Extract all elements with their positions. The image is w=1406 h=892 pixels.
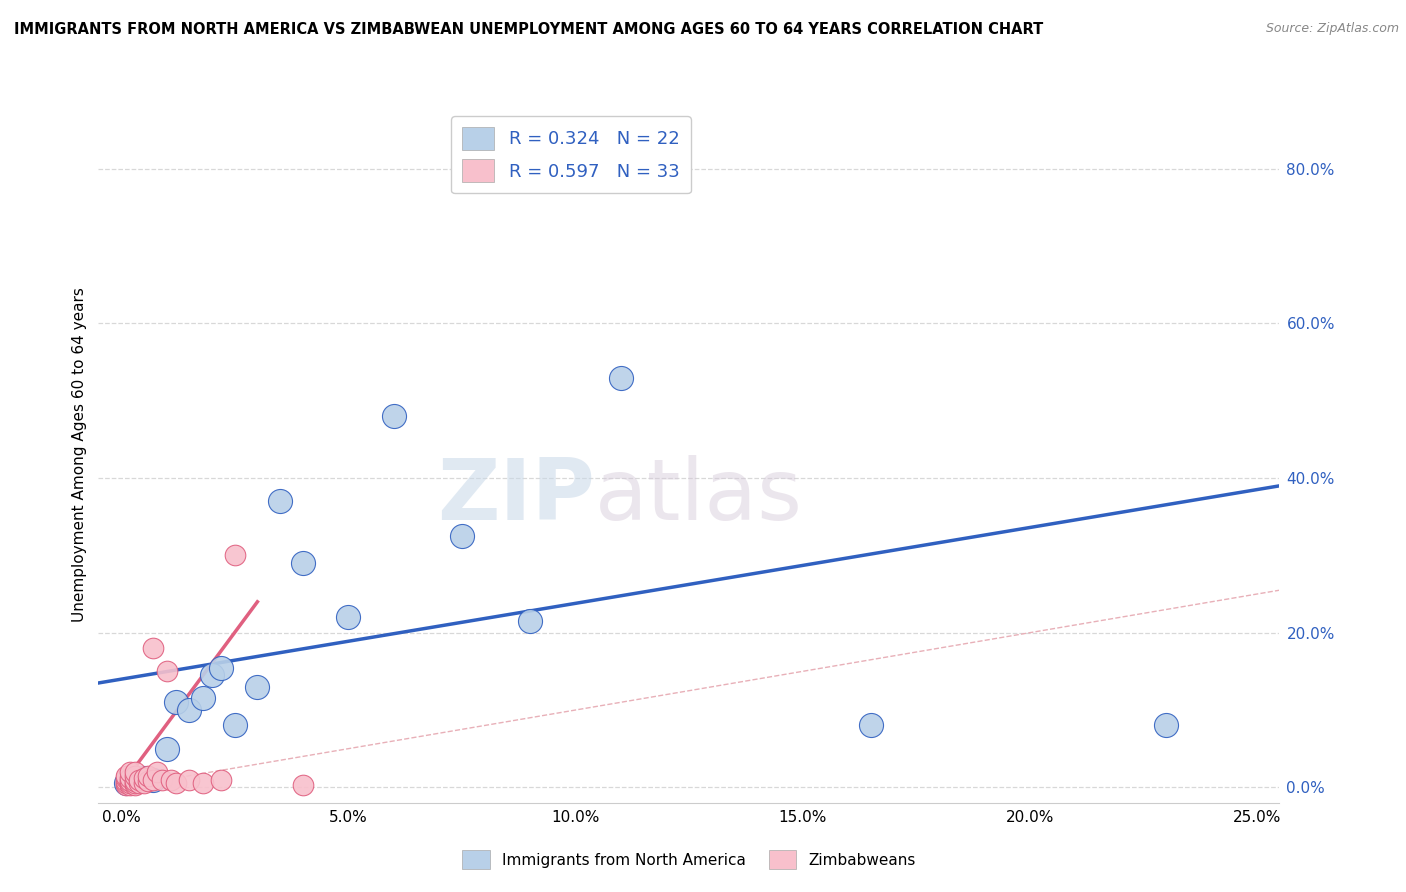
- Point: [120, 776, 142, 790]
- Point: [128, 776, 150, 790]
- Point: [114, 771, 136, 785]
- Point: [610, 370, 633, 384]
- Point: [859, 718, 882, 732]
- Point: [114, 774, 136, 789]
- Y-axis label: Unemployment Among Ages 60 to 64 years: Unemployment Among Ages 60 to 64 years: [72, 287, 87, 623]
- Point: [160, 772, 183, 787]
- Point: [209, 660, 232, 674]
- Point: [124, 769, 146, 783]
- Point: [150, 772, 173, 787]
- Point: [165, 776, 187, 790]
- Point: [128, 772, 150, 787]
- Point: [138, 769, 160, 783]
- Point: [155, 741, 177, 756]
- Point: [120, 771, 142, 785]
- Point: [1154, 718, 1177, 732]
- Point: [132, 771, 155, 785]
- Point: [246, 680, 269, 694]
- Point: [120, 772, 142, 787]
- Text: ZIP: ZIP: [437, 455, 595, 538]
- Point: [179, 772, 201, 787]
- Point: [155, 665, 177, 679]
- Point: [124, 764, 146, 779]
- Point: [132, 776, 155, 790]
- Point: [120, 774, 142, 789]
- Point: [114, 776, 136, 790]
- Point: [291, 556, 314, 570]
- Point: [124, 774, 146, 789]
- Point: [209, 772, 232, 787]
- Point: [191, 691, 214, 706]
- Point: [519, 614, 541, 628]
- Point: [291, 778, 314, 792]
- Point: [382, 409, 405, 424]
- Point: [124, 776, 146, 790]
- Point: [142, 772, 165, 787]
- Text: Source: ZipAtlas.com: Source: ZipAtlas.com: [1265, 22, 1399, 36]
- Point: [114, 778, 136, 792]
- Point: [146, 764, 169, 779]
- Legend: Immigrants from North America, Zimbabweans: Immigrants from North America, Zimbabwea…: [456, 845, 922, 875]
- Point: [201, 668, 224, 682]
- Point: [224, 718, 246, 732]
- Point: [165, 695, 187, 709]
- Point: [224, 549, 246, 563]
- Point: [450, 529, 472, 543]
- Point: [120, 778, 142, 792]
- Point: [120, 764, 142, 779]
- Point: [337, 610, 360, 624]
- Point: [132, 771, 155, 785]
- Point: [142, 641, 165, 656]
- Text: atlas: atlas: [595, 455, 803, 538]
- Point: [269, 494, 291, 508]
- Text: IMMIGRANTS FROM NORTH AMERICA VS ZIMBABWEAN UNEMPLOYMENT AMONG AGES 60 TO 64 YEA: IMMIGRANTS FROM NORTH AMERICA VS ZIMBABW…: [14, 22, 1043, 37]
- Point: [191, 776, 214, 790]
- Point: [114, 776, 136, 790]
- Point: [142, 772, 165, 787]
- Point: [179, 703, 201, 717]
- Point: [138, 774, 160, 789]
- Point: [124, 774, 146, 789]
- Point: [124, 778, 146, 792]
- Point: [114, 769, 136, 783]
